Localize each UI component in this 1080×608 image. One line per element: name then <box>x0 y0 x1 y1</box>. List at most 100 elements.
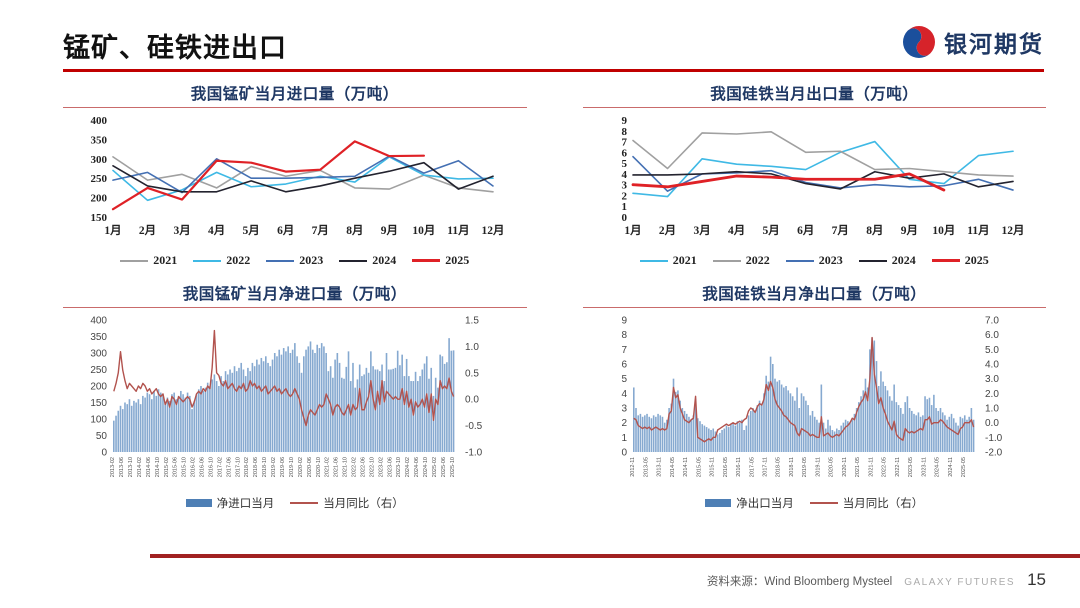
svg-text:9: 9 <box>621 115 627 127</box>
source-text: 资料来源：Wind Bloomberg Mysteel <box>706 576 893 588</box>
svg-text:2025-05: 2025-05 <box>961 457 967 477</box>
svg-text:8月: 8月 <box>866 224 883 237</box>
svg-text:-1.0: -1.0 <box>985 433 1003 444</box>
svg-text:3.0: 3.0 <box>985 374 999 385</box>
svg-text:9月: 9月 <box>381 224 398 237</box>
legend-item: 2023 <box>266 253 323 268</box>
svg-text:2019-06: 2019-06 <box>280 457 286 477</box>
svg-text:7月: 7月 <box>312 224 329 237</box>
svg-text:9月: 9月 <box>900 224 917 237</box>
svg-text:4: 4 <box>621 389 627 400</box>
svg-text:2.0: 2.0 <box>985 389 999 400</box>
svg-text:2016-02: 2016-02 <box>191 457 197 477</box>
chart-manganese-import: 我国锰矿当月进口量（万吨） 400 350 300 250 200 150 1月 2月 3月 4月… <box>63 82 527 268</box>
svg-text:2: 2 <box>621 190 627 202</box>
svg-text:2016-06: 2016-06 <box>200 457 206 477</box>
svg-text:2021-02: 2021-02 <box>325 457 331 477</box>
svg-text:7: 7 <box>621 137 627 149</box>
galaxy-logo-icon <box>903 26 935 58</box>
svg-text:6月: 6月 <box>797 224 814 237</box>
svg-text:3: 3 <box>621 404 627 415</box>
chart-title: 我国硅铁当月净出口量（万吨） <box>702 286 927 303</box>
svg-text:50: 50 <box>96 431 108 442</box>
svg-text:2018-02: 2018-02 <box>244 457 250 477</box>
footer-rule <box>150 554 1080 558</box>
svg-text:2: 2 <box>621 418 627 429</box>
svg-text:200: 200 <box>90 382 107 393</box>
legend-item: 2024 <box>858 253 916 268</box>
svg-text:2024-02: 2024-02 <box>405 457 411 477</box>
svg-text:7月: 7月 <box>831 224 848 237</box>
svg-text:2023-06: 2023-06 <box>387 457 393 477</box>
legend-item: 2022 <box>712 253 770 268</box>
svg-text:2016-05: 2016-05 <box>722 457 728 477</box>
svg-text:2023-10: 2023-10 <box>396 457 402 477</box>
svg-text:2018-06: 2018-06 <box>253 457 259 477</box>
svg-text:6: 6 <box>621 360 627 371</box>
legend-item: 2021 <box>639 253 697 268</box>
svg-text:2025-10: 2025-10 <box>450 457 456 477</box>
svg-text:8月: 8月 <box>346 224 363 237</box>
svg-text:250: 250 <box>91 173 108 185</box>
svg-text:2025-06: 2025-06 <box>441 457 447 477</box>
chart-ferrosilicon-export: 我国硅铁当月出口量（万吨） 9 8 7 6 5 4 3 2 1 0 1月 2月 3月 4月 5月 6月 7月 8月… <box>582 82 1046 268</box>
svg-text:2020-11: 2020-11 <box>841 457 847 477</box>
svg-text:2017-05: 2017-05 <box>749 457 755 477</box>
svg-text:300: 300 <box>91 154 108 166</box>
legend-item: 2025 <box>412 253 469 268</box>
svg-text:2013-06: 2013-06 <box>119 457 125 477</box>
svg-text:2014-02: 2014-02 <box>137 457 143 477</box>
svg-text:2022-11: 2022-11 <box>894 457 900 477</box>
chart-title: 我国锰矿当月进口量（万吨） <box>190 86 399 103</box>
svg-text:150: 150 <box>90 398 107 409</box>
svg-text:4月: 4月 <box>208 224 225 237</box>
svg-text:2025-02: 2025-02 <box>432 457 438 477</box>
svg-text:2019-11: 2019-11 <box>815 457 821 477</box>
svg-text:2022-05: 2022-05 <box>881 457 887 477</box>
svg-text:0.0: 0.0 <box>985 418 999 429</box>
svg-text:-1.0: -1.0 <box>465 448 483 459</box>
svg-text:-2.0: -2.0 <box>985 448 1003 459</box>
svg-text:0: 0 <box>621 212 627 224</box>
chart-title-rule <box>63 307 527 308</box>
svg-text:1月: 1月 <box>104 224 121 237</box>
svg-text:100: 100 <box>90 415 107 426</box>
svg-text:2022-10: 2022-10 <box>369 457 375 477</box>
svg-text:2017-10: 2017-10 <box>235 457 241 477</box>
svg-text:8: 8 <box>621 330 627 341</box>
legend-item: 净进口当月 <box>185 495 274 511</box>
svg-text:2019-02: 2019-02 <box>271 457 277 477</box>
svg-text:2015-02: 2015-02 <box>164 457 170 477</box>
svg-text:8: 8 <box>621 126 627 138</box>
legend-item: 2022 <box>193 253 250 268</box>
ferrosilicon-net-export-plot: 9 8 7 6 5 4 3 2 1 0 7.0 6.0 5.0 4.0 3.0 2.0 1.0 0.0 -1.0 -2… <box>621 316 1003 478</box>
svg-text:2015-06: 2015-06 <box>173 457 179 477</box>
svg-text:2019-10: 2019-10 <box>289 457 295 477</box>
svg-text:5月: 5月 <box>243 224 260 237</box>
svg-text:2024-10: 2024-10 <box>423 457 429 477</box>
svg-text:2022-06: 2022-06 <box>360 457 366 477</box>
svg-text:2023-02: 2023-02 <box>378 457 384 477</box>
manganese-net-import-legend: 净进口当月 当月同比（右） <box>63 495 527 511</box>
svg-text:2024-06: 2024-06 <box>414 457 420 477</box>
svg-text:2021-06: 2021-06 <box>334 457 340 477</box>
svg-text:1.5: 1.5 <box>465 316 479 327</box>
svg-text:4.0: 4.0 <box>985 360 999 371</box>
svg-text:2012-11: 2012-11 <box>630 457 636 477</box>
svg-text:4: 4 <box>621 169 627 181</box>
svg-text:2020-06: 2020-06 <box>307 457 313 477</box>
svg-text:1月: 1月 <box>624 224 641 237</box>
svg-text:2018-05: 2018-05 <box>775 457 781 477</box>
svg-text:2014-05: 2014-05 <box>669 457 675 477</box>
svg-text:2月: 2月 <box>139 224 156 237</box>
svg-text:2024-05: 2024-05 <box>934 457 940 477</box>
footer: 资料来源：Wind Bloomberg Mysteel GALAXY FUTUR… <box>707 570 1046 590</box>
manganese-net-import-plot: 400 350 300 250 200 150 100 50 0 1.5 1.0 0.5 0.0 -0.5… <box>90 316 483 478</box>
legend-item: 2023 <box>785 253 843 268</box>
page-title: 锰矿、硅铁进出口 <box>63 33 287 63</box>
svg-text:300: 300 <box>90 349 107 360</box>
svg-text:2020-10: 2020-10 <box>316 457 322 477</box>
legend-item: 2021 <box>120 253 177 268</box>
svg-text:150: 150 <box>91 212 108 224</box>
